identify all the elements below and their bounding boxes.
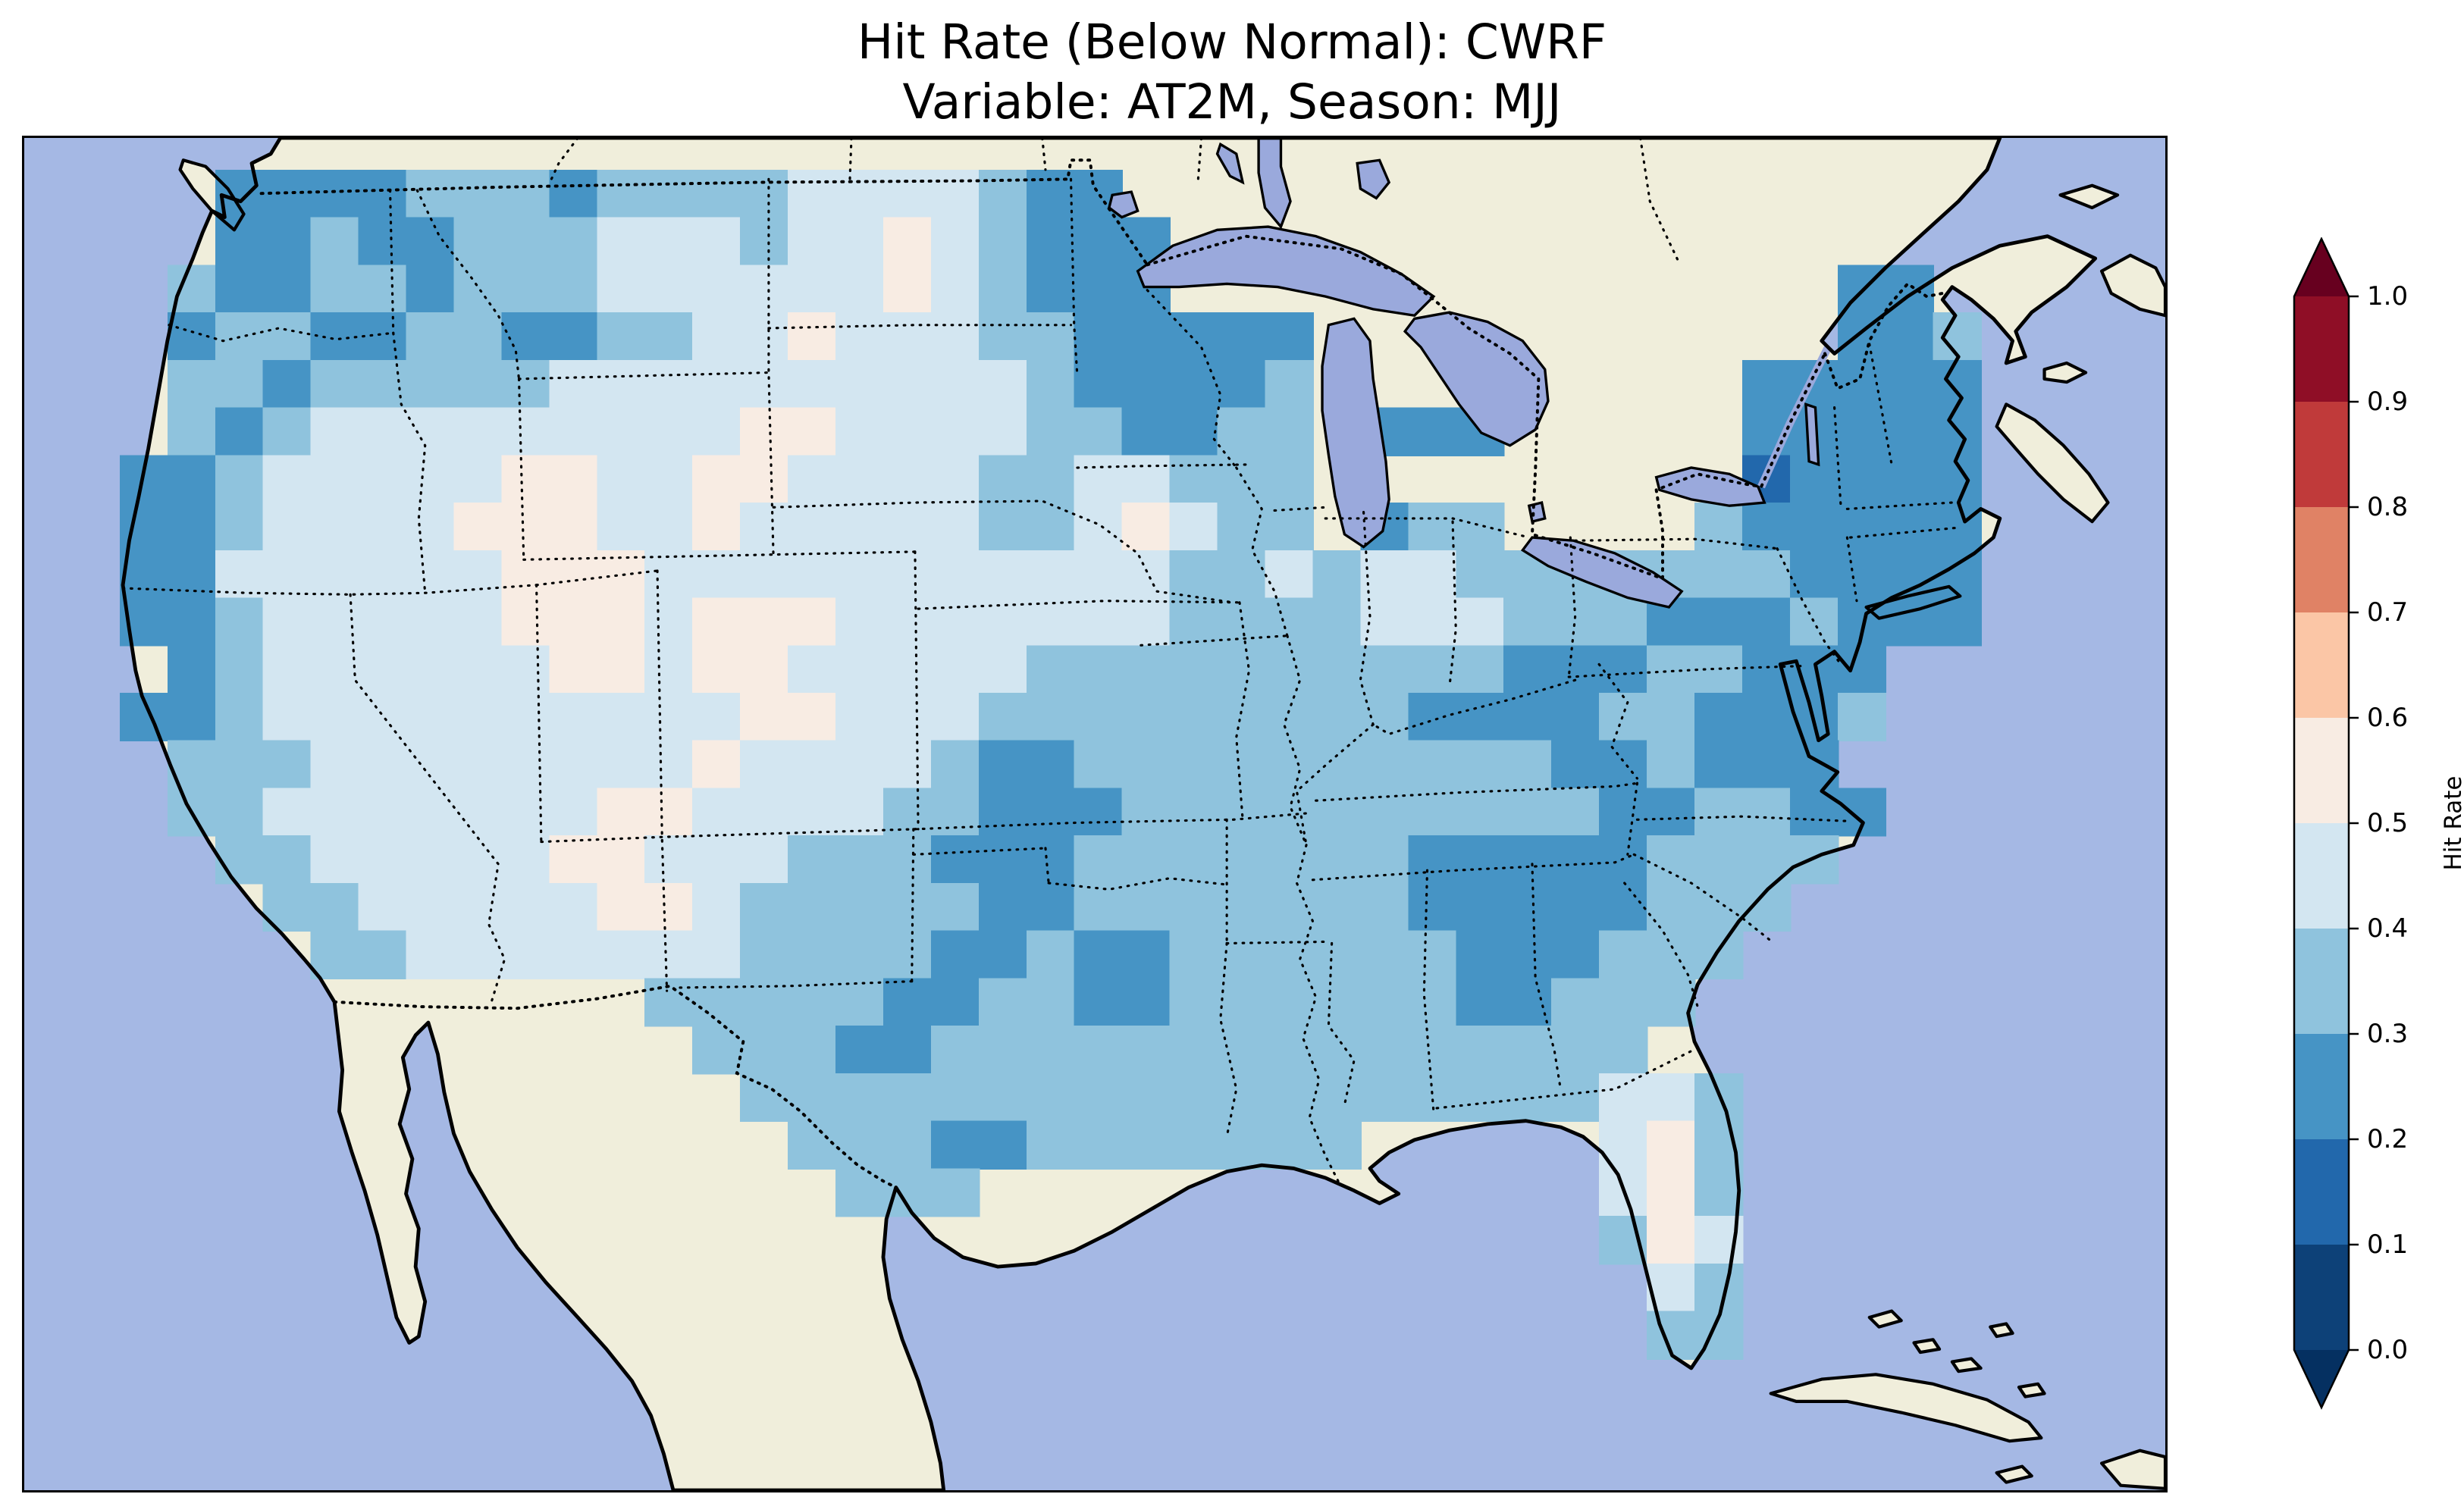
colorbar: 1.0 0.9 0.8 0.7 0.6 0.5 0.4 0.3 0.2 0.1 0.0 Hit Rat…	[2293, 237, 2464, 1410]
colorbar-tick-label: 0.8	[2367, 492, 2408, 522]
colorbar-tick-label: 0.9	[2367, 387, 2408, 417]
figure-title: Hit Rate (Below Normal): CWRF Variable: …	[0, 12, 2464, 133]
colorbar-tick-label: 0.6	[2367, 703, 2408, 733]
colorbar-extend-over	[2294, 239, 2349, 296]
nova-scotia	[1996, 404, 2108, 522]
colorbar-segment	[2294, 823, 2349, 929]
newfoundland	[2102, 255, 2165, 316]
colorbar-tick-label: 0.3	[2367, 1019, 2408, 1049]
lake-winnipegosis	[1215, 142, 1245, 185]
colorbar-segment	[2294, 612, 2349, 719]
international-borders	[259, 158, 1945, 1189]
colorbar-segment	[2294, 1139, 2349, 1245]
colorbar-tick-label: 0.5	[2367, 808, 2408, 838]
colorbar-tick-label: 0.0	[2367, 1335, 2408, 1365]
colorbar-segment	[2294, 1034, 2349, 1140]
lake-nipigon	[1356, 158, 1391, 200]
lake-st-clair	[1527, 500, 1547, 524]
lake-erie	[1520, 536, 1684, 609]
colorbar-tick-label: 0.7	[2367, 597, 2408, 628]
colorbar-segment	[2294, 718, 2349, 824]
lake-huron	[1403, 311, 1550, 447]
cuba	[1770, 1374, 2042, 1442]
state-borders	[121, 138, 1957, 1182]
lake-winnipeg	[1257, 138, 1292, 230]
hispaniola-corner	[2102, 1450, 2165, 1489]
colorbar-segment	[2294, 402, 2349, 508]
conus-hit-rate-map	[24, 138, 2165, 1490]
colorbar-segment	[2294, 1245, 2349, 1351]
colorbar-tick-label: 0.2	[2367, 1124, 2408, 1154]
lakes	[1107, 138, 1832, 609]
colorbar-segment	[2294, 296, 2349, 402]
figure-title-line2: Variable: AT2M, Season: MJJ	[902, 74, 1562, 130]
jamaica	[1996, 1466, 2032, 1483]
colorbar-tick-label: 0.4	[2367, 913, 2408, 944]
lake-of-the-woods	[1107, 190, 1140, 219]
colorbar-axis-label: Hit Rate	[2440, 775, 2464, 870]
coastlines	[121, 138, 2165, 1490]
colorbar-segment	[2294, 929, 2349, 1035]
colorbar-extend-under	[2294, 1350, 2349, 1408]
colorbar-segment	[2294, 507, 2349, 613]
bahamas-1	[1869, 1311, 1901, 1327]
lake-ontario	[1654, 466, 1766, 507]
lake-michigan	[1321, 317, 1390, 549]
lake-champlain	[1804, 402, 1820, 467]
figure-title-line1: Hit Rate (Below Normal): CWRF	[857, 14, 1607, 70]
lake-superior	[1136, 225, 1436, 318]
colorbar-tick-label: 0.1	[2367, 1229, 2408, 1260]
colorbar-tick-label: 1.0	[2367, 281, 2408, 312]
map-panel	[22, 136, 2168, 1492]
